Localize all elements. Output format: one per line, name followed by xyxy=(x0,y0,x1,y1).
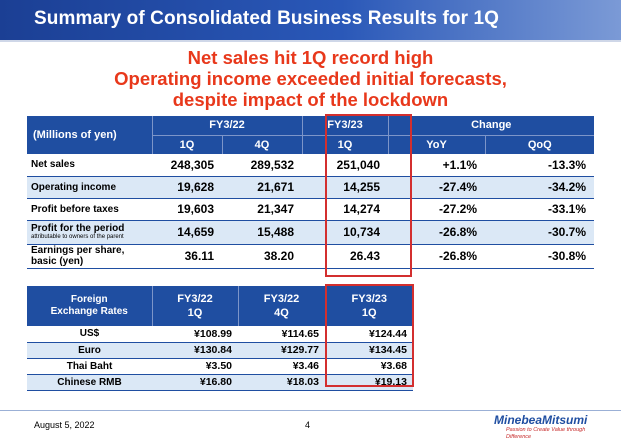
header-fy22: FY3/22 xyxy=(151,116,302,136)
row-label-sub: basic (yen) xyxy=(31,256,84,267)
fx-value: ¥124.44 xyxy=(325,326,413,343)
row-label: Profit for the period attributable to ow… xyxy=(27,220,152,245)
fx-header-year: FY3/22 xyxy=(263,293,300,305)
fx-row: US$ ¥108.99 ¥114.65 ¥124.44 xyxy=(27,326,413,343)
cell-value: -30.7% xyxy=(485,220,594,245)
company-logo: MinebeaMitsumi Passion to Create Value t… xyxy=(494,413,604,438)
fx-value: ¥3.68 xyxy=(325,358,413,375)
headline-line-1: Net sales hit 1Q record high xyxy=(187,47,434,68)
fx-header-label: Foreign Exchange Rates xyxy=(27,286,152,326)
footer-divider xyxy=(0,410,621,411)
fx-header-year: FY3/23 xyxy=(351,293,387,305)
headline: Net sales hit 1Q record high Operating i… xyxy=(0,47,621,110)
cell-value: 251,040 xyxy=(302,154,388,177)
table-row: Profit for the period attributable to ow… xyxy=(27,220,594,245)
fx-header-quarter: 4Q xyxy=(274,307,289,319)
row-label-main: Earnings per share, xyxy=(31,245,125,256)
fx-header-quarter: 1Q xyxy=(187,307,203,319)
fx-rates-table: Foreign Exchange Rates FY3/22 1Q FY3/22 … xyxy=(27,286,413,391)
footer-date: August 5, 2022 xyxy=(34,420,95,430)
cell-value: 10,734 xyxy=(302,220,388,245)
fx-header-quarter: 1Q xyxy=(361,307,377,319)
cell-value: -33.1% xyxy=(485,198,594,221)
logo-wordmark: MinebeaMitsumi xyxy=(494,413,588,427)
header-qoq: QoQ xyxy=(484,135,594,154)
row-label-sub: attributable to owners of the parent xyxy=(31,234,124,240)
cell-value: 14,255 xyxy=(302,176,388,199)
fx-value: ¥114.65 xyxy=(238,326,325,343)
row-label: Earnings per share, basic (yen) xyxy=(27,244,152,269)
cell-value: 19,603 xyxy=(152,198,222,221)
header-change: Change xyxy=(387,116,594,136)
table-row: Earnings per share, basic (yen) 36.11 38… xyxy=(27,244,594,269)
fx-row: Thai Baht ¥3.50 ¥3.46 ¥3.68 xyxy=(27,358,413,375)
cell-value: 36.11 xyxy=(152,244,222,269)
fy23-results-highlight xyxy=(325,114,412,277)
cell-value: 248,305 xyxy=(152,154,222,177)
cell-value: -26.8% xyxy=(388,244,485,269)
fx-value: ¥134.45 xyxy=(325,342,413,359)
fx-value: ¥129.77 xyxy=(238,342,325,359)
cell-value: 19,628 xyxy=(152,176,222,199)
cell-value: -30.8% xyxy=(485,244,594,269)
slide-title: Summary of Consolidated Business Results… xyxy=(34,8,500,29)
fx-row: Euro ¥130.84 ¥129.77 ¥134.45 xyxy=(27,342,413,359)
table-row: Net sales 248,305 289,532 251,040 +1.1% … xyxy=(27,154,594,177)
table-row: Operating income 19,628 21,671 14,255 -2… xyxy=(27,176,594,199)
cell-value: -26.8% xyxy=(388,220,485,245)
results-table: (Millions of yen) FY3/22 FY3/23 Change 1… xyxy=(27,116,594,269)
cell-value: 14,659 xyxy=(152,220,222,245)
cell-value: 14,274 xyxy=(302,198,388,221)
fx-header-col-2: FY3/22 4Q xyxy=(237,286,325,326)
header-fy23: FY3/23 xyxy=(301,116,388,136)
cell-value: 289,532 xyxy=(222,154,302,177)
fx-header-col-1: FY3/22 1Q xyxy=(151,286,238,326)
fx-value: ¥3.50 xyxy=(152,358,238,375)
cell-value: 15,488 xyxy=(222,220,302,245)
cell-value: 21,671 xyxy=(222,176,302,199)
table-row: Profit before taxes 19,603 21,347 14,274… xyxy=(27,198,594,221)
header-fy23-1q: 1Q xyxy=(301,135,388,154)
title-divider xyxy=(0,40,621,42)
cell-value: -27.4% xyxy=(388,176,485,199)
fx-currency: Chinese RMB xyxy=(27,374,152,391)
headline-line-3: despite impact of the lockdown xyxy=(172,89,449,110)
fx-header-line-2: Exchange Rates xyxy=(50,306,128,317)
header-fy22-4q: 4Q xyxy=(221,135,302,154)
logo-tagline: Passion to Create Value through Differen… xyxy=(506,427,586,438)
cell-value: -13.3% xyxy=(485,154,594,177)
fx-header-line-1: Foreign xyxy=(70,294,108,305)
fx-value: ¥16.80 xyxy=(152,374,238,391)
cell-value: -27.2% xyxy=(388,198,485,221)
row-label: Net sales xyxy=(27,154,152,177)
fx-header-col-3: FY3/23 1Q xyxy=(324,286,413,326)
headline-line-2: Operating income exceeded initial foreca… xyxy=(114,68,507,89)
row-label: Profit before taxes xyxy=(27,198,152,221)
fx-value: ¥108.99 xyxy=(152,326,238,343)
row-label-main: Profit for the period xyxy=(31,223,125,234)
fx-value: ¥130.84 xyxy=(152,342,238,359)
page-number: 4 xyxy=(305,420,311,430)
cell-value: +1.1% xyxy=(388,154,485,177)
fx-currency: Euro xyxy=(27,342,152,359)
fx-currency: US$ xyxy=(27,326,152,343)
cell-value: 38.20 xyxy=(222,244,302,269)
fy23-fx-highlight xyxy=(325,284,414,387)
cell-value: 21,347 xyxy=(222,198,302,221)
fx-currency: Thai Baht xyxy=(27,358,152,375)
fx-value: ¥3.46 xyxy=(238,358,325,375)
row-label: Operating income xyxy=(27,176,152,199)
fx-value: ¥18.03 xyxy=(238,374,325,391)
header-fy22-1q: 1Q xyxy=(151,135,222,154)
cell-value: 26.43 xyxy=(302,244,388,269)
title-bar: Summary of Consolidated Business Results… xyxy=(0,0,621,40)
fx-header-year: FY3/22 xyxy=(177,293,213,305)
cell-value: -34.2% xyxy=(485,176,594,199)
unit-label: (Millions of yen) xyxy=(27,116,152,154)
